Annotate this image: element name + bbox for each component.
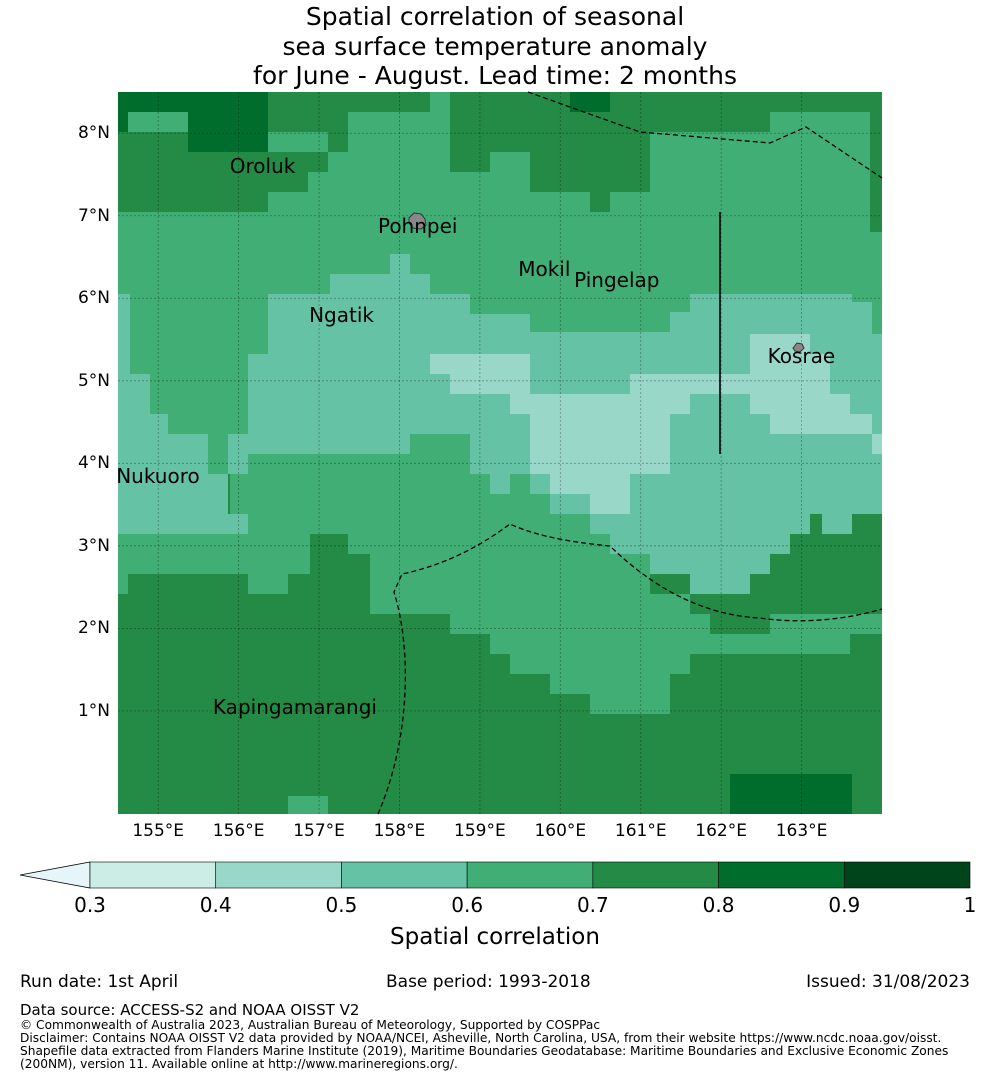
- title-line-1: Spatial correlation of seasonal: [305, 2, 685, 31]
- patch-0.5-0.6-band: [530, 374, 630, 394]
- colorbar-tick-label: 0.5: [325, 893, 358, 917]
- colorbar-title: Spatial correlation: [390, 924, 600, 950]
- eez-boundary-north: [527, 91, 883, 179]
- colorbar-tick-label: 0.6: [451, 893, 484, 917]
- colorbar-tick-label: 0.8: [702, 893, 735, 917]
- place-label: Kapingamarangi: [212, 694, 377, 719]
- longitude-tick-label: 162°E: [695, 821, 747, 841]
- longitude-tick-label: 161°E: [614, 821, 667, 841]
- colorbar-tick-label: 0.4: [199, 893, 232, 917]
- correlation-raster: [118, 92, 882, 814]
- longitude-tick-label: 158°E: [373, 821, 426, 841]
- kosrae-island: [792, 342, 805, 353]
- colorbar-extend-arrow: [19, 861, 91, 889]
- eez-boundaries: [377, 91, 883, 815]
- longitude-tick-label: 163°E: [775, 821, 828, 841]
- colorbar-segment: [466, 861, 594, 889]
- place-label: Oroluk: [229, 154, 296, 179]
- region-0.5-0.6: [118, 254, 882, 594]
- place-label: Mokil: [518, 257, 571, 282]
- title-line-2: sea surface temperature anomaly: [282, 31, 708, 61]
- eez-boundary-south: [377, 523, 883, 815]
- place-label: Ngatik: [309, 302, 374, 327]
- colorbar-segment: [215, 861, 342, 889]
- region-0.6-0.7-south: [118, 434, 882, 714]
- latitude-tick-label: 1°N: [77, 700, 110, 721]
- latitude-tick-label: 7°N: [77, 205, 110, 226]
- region-0.6-0.7-north: [118, 92, 882, 474]
- colorbar-segment: [89, 861, 217, 889]
- latitude-tick-label: 3°N: [77, 535, 110, 556]
- latitude-tick-label: 5°N: [77, 370, 110, 391]
- run-date: Run date: 1st April: [20, 972, 179, 992]
- colorbar-segment: [843, 861, 971, 889]
- patch-0.4-0.5-east: [872, 434, 882, 454]
- data-source: Data source: ACCESS-S2 and NOAA OISST V2: [20, 1001, 360, 1019]
- pohnpei-island: [408, 212, 427, 230]
- disclaimer-line-3: (200NM), version 11. Available online at…: [20, 1057, 458, 1071]
- latitude-tick-label: 2°N: [77, 618, 110, 639]
- issued-date: Issued: 31/08/2023: [806, 972, 970, 992]
- patch-0.8-0.9-north: [570, 92, 610, 112]
- gridlines: [118, 92, 882, 814]
- longitude-tick-label: 156°E: [212, 821, 265, 841]
- colorbar-tick-label: 1: [963, 893, 977, 917]
- colorbar: [19, 861, 971, 889]
- longitude-tick-label: 160°E: [534, 821, 587, 841]
- disclaimer-line-2: Shapefile data extracted from Flanders M…: [20, 1044, 949, 1058]
- map-title: Spatial correlation of seasonal sea surf…: [0, 2, 990, 91]
- latitude-tick-label: 6°N: [77, 288, 110, 309]
- longitude-tick-label: 157°E: [293, 821, 345, 841]
- copyright: © Commonwealth of Australia 2023, Austra…: [20, 1018, 601, 1032]
- colorbar-tick-label: 0.7: [576, 893, 609, 917]
- small-patch-south: [288, 796, 328, 814]
- place-label: Kosrae: [767, 344, 836, 369]
- latitude-tick-label: 8°N: [77, 123, 110, 144]
- longitude-tick-label: 155°E: [132, 821, 185, 841]
- disclaimer-line-1: Disclaimer: Contains NOAA OISST V2 data …: [20, 1031, 942, 1045]
- colorbar-tick-label: 0.3: [74, 893, 106, 917]
- islands: [408, 212, 805, 353]
- patch-0.8-0.9-se: [730, 774, 852, 814]
- latitude-tick-label: 4°N: [77, 453, 110, 474]
- colorbar-segment: [718, 861, 845, 889]
- place-label: Nukuoro: [116, 463, 200, 488]
- place-label: Pohnpei: [377, 214, 458, 239]
- title-line-3: for June - August. Lead time: 2 months: [253, 61, 737, 90]
- colorbar-tick-label: 0.9: [828, 893, 861, 917]
- base-period: Base period: 1993-2018: [386, 972, 591, 992]
- place-label: Pingelap: [574, 268, 660, 293]
- region-0.8-0.9-nw: [118, 92, 268, 152]
- longitude-tick-label: 159°E: [454, 821, 506, 841]
- colorbar-segment: [341, 861, 468, 889]
- colorbar-segment: [592, 861, 719, 889]
